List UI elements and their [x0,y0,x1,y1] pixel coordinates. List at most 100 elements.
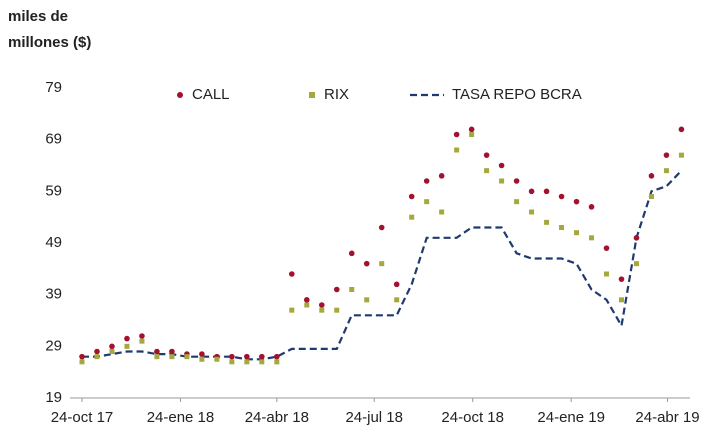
rix-point [633,261,639,267]
rix-point [169,354,175,360]
call-point [408,193,415,200]
x-tick-label: 24-oct 18 [441,409,504,426]
legend-label: TASA REPO BCRA [452,86,582,103]
call-point [393,281,400,288]
call-point [139,333,145,339]
y-tick-label: 79 [45,79,62,96]
call-point [94,348,100,355]
x-tick-label: 24-abr 19 [635,409,699,426]
y-tick-label: 69 [45,131,62,148]
call-point [199,351,205,357]
rix-point [289,307,295,313]
y-tick-label: 19 [45,389,62,406]
rix-point [678,152,684,158]
rix-point [259,359,265,365]
call-point [363,260,370,267]
legend-marker [309,92,315,98]
call-point [633,235,640,241]
call-point [468,126,475,133]
x-tick-label: 24-abr 18 [245,409,309,426]
call-point [618,276,625,282]
rix-point [663,168,669,174]
call-point [154,348,160,355]
call-point [558,193,565,200]
call-point [513,178,520,184]
rix-point [199,356,205,362]
rix-point [439,209,445,215]
rix-point [648,194,654,199]
rix-point [529,209,535,215]
rix-point [229,359,235,365]
y-tick-label: 59 [45,182,62,199]
repo-line [82,169,683,361]
call-point [588,204,595,210]
y-tick-label: 49 [45,234,62,251]
call-point [109,343,115,350]
legend-label: RIX [324,86,349,103]
rix-point [454,147,460,153]
call-point [663,152,670,158]
rix-point [214,356,220,362]
rix-point [79,359,85,365]
call-point [543,188,550,195]
rix-point [574,230,580,236]
rix-point [394,297,400,303]
rix-point [184,354,190,360]
rix-point [544,219,550,225]
call-point [318,302,325,308]
call-point [289,271,295,277]
call-point [423,178,430,184]
rix-point [514,199,520,205]
rix-point [424,199,430,205]
call-point [303,297,310,303]
y-tick-label: 39 [45,286,62,303]
y-tick-label: 29 [45,337,62,354]
rix-point [154,354,160,360]
y-axis-label: miles de millones ($) [8,8,92,51]
call-point [498,162,505,169]
x-tick-label: 24-jul 18 [345,409,403,426]
x-tick-label: 24-oct 17 [51,409,114,426]
call-point [573,198,580,205]
legend-marker [177,92,183,98]
call-point [229,353,235,360]
rix-point [604,271,610,277]
x-tick-label: 24-ene 18 [147,409,215,426]
call-point [169,348,175,355]
rix-point [244,359,250,365]
rix-point [109,349,115,354]
call-point [333,286,340,293]
rix-point [589,235,595,241]
call-point [603,245,610,251]
call-point [648,173,655,179]
call-point [348,250,355,257]
call-point [453,131,460,138]
call-point [244,353,250,360]
call-point [378,224,385,231]
rix-point [274,359,280,365]
rix-point [469,132,475,137]
rix-point [94,354,100,360]
rix-point [304,302,310,308]
call-point [259,353,265,360]
rix-point [409,214,415,220]
call-point [274,353,280,360]
legend-label: CALL [192,86,230,103]
rix-point [484,168,490,174]
call-point [79,353,85,360]
rix-point [364,297,370,303]
call-point [678,126,685,133]
rix-point [139,338,145,344]
call-point [483,152,490,158]
rix-point [559,225,565,230]
rix-point [499,178,505,184]
rix-point [124,343,130,349]
rix-point [349,287,355,292]
rix-point [618,297,624,303]
call-point [438,173,445,179]
call-point [124,335,130,342]
x-tick-label: 24-ene 19 [537,409,605,426]
rix-point [334,307,340,313]
